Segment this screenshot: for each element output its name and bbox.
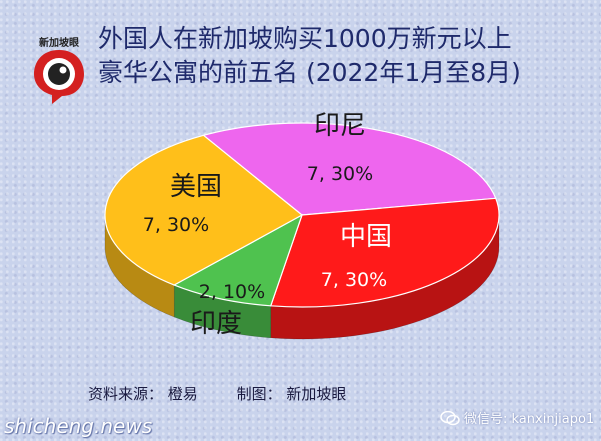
title-line-2: 豪华公寓的前五名 (2022年1月至8月) <box>98 58 521 87</box>
data-label-中国: 7, 30% <box>321 269 387 291</box>
slice-label-印度: 印度 <box>190 309 242 339</box>
source-text: 资料来源： 橙易 <box>88 385 198 403</box>
made-by-text: 制图： 新加坡眼 <box>236 385 347 403</box>
data-label-印尼: 7, 30% <box>307 163 373 185</box>
data-label-印度: 2, 10% <box>199 281 265 303</box>
pie-layer <box>104 122 500 340</box>
data-label-美国: 7, 30% <box>143 214 209 236</box>
label-layer: 印尼 7, 30% 中国 7, 30% 印度 2, 10% 美国 7, 30% <box>143 111 392 339</box>
wechat-icon <box>440 410 460 425</box>
pie-slice-印尼 <box>202 122 497 216</box>
logo: 新加坡眼 <box>28 34 90 106</box>
title-line-1: 外国人在新加坡购买1000万新元以上 <box>98 24 512 53</box>
eye-logo-icon <box>34 50 84 104</box>
pie-slice-中国 <box>269 197 500 308</box>
footer: 资料来源： 橙易 制图： 新加坡眼 <box>88 383 380 404</box>
pie-slice-印度 <box>172 213 304 307</box>
chart-title: 外国人在新加坡购买1000万新元以上 豪华公寓的前五名 (2022年1月至8月) <box>98 22 588 90</box>
watermark-left: shicheng.news <box>4 414 153 438</box>
watermark-right: 微信号: kanxinjiapo1 <box>440 408 594 427</box>
pie-slice-美国 <box>104 134 304 286</box>
slice-label-印尼: 印尼 <box>314 111 366 141</box>
slice-label-美国: 美国 <box>170 172 222 202</box>
logo-text: 新加坡眼 <box>39 38 79 49</box>
watermark-right-text: 微信号: kanxinjiapo1 <box>464 412 595 427</box>
slice-label-中国: 中国 <box>340 222 392 252</box>
